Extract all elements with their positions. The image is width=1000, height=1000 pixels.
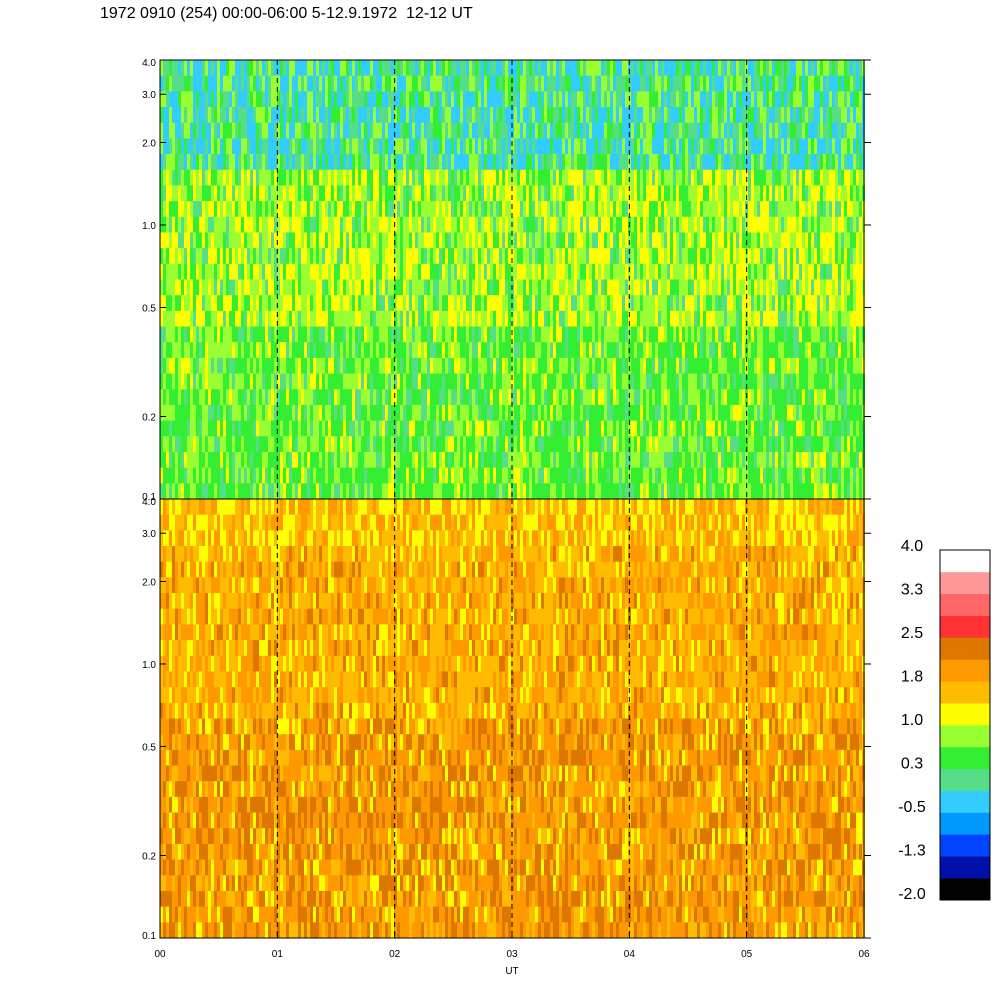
- colorbar-label: -0.5: [898, 799, 926, 816]
- colorbar-label: 0.3: [901, 756, 923, 773]
- y-tick-label: 0.2: [142, 413, 156, 424]
- colorbar-segment: [940, 834, 990, 857]
- colorbar-segment: [940, 550, 990, 573]
- upper-panel: 0.1 0.2 0.5 1.0 2.0 3.0 4.0: [142, 58, 871, 503]
- colorbar-label: 2.5: [901, 625, 923, 642]
- y-tick-label: 1.0: [142, 221, 156, 232]
- x-axis-label: UT: [505, 966, 518, 977]
- colorbar-label: -2.0: [898, 886, 926, 903]
- y-tick-label: 3.0: [142, 90, 156, 101]
- y-tick-label: 0.1: [142, 492, 156, 503]
- page-title: 1972 0910 (254) 00:00-06:00 5-12.9.1972 …: [100, 5, 473, 22]
- colorbar-segment: [940, 703, 990, 726]
- x-tick-label: 06: [858, 949, 870, 960]
- y-tick-label: 0.2: [142, 852, 156, 863]
- x-tick-label: 02: [389, 949, 401, 960]
- x-axis: 00 01 02 03 04 05 06 UT: [154, 932, 870, 977]
- colorbar: 4.0 3.3 2.5 1.8 1.0 0.3 -0.5 -1.3 -2.0: [898, 538, 991, 903]
- colorbar-segment: [940, 593, 990, 616]
- colorbar-segment: [940, 768, 990, 791]
- colorbar-label: 1.8: [901, 669, 923, 686]
- colorbar-segment: [940, 681, 990, 704]
- colorbar-label: 1.0: [901, 712, 923, 729]
- colorbar-label: 3.3: [901, 582, 923, 599]
- colorbar-segment: [940, 571, 990, 595]
- x-tick-label: 00: [154, 949, 166, 960]
- colorbar-segment: [940, 812, 990, 835]
- y-tick-label: 1.0: [142, 660, 156, 671]
- y-tick-label: 0.5: [142, 303, 156, 314]
- colorbar-segment: [940, 746, 990, 770]
- y-tick-label: 2.0: [142, 577, 156, 588]
- colorbar-segment: [940, 659, 990, 682]
- x-tick-label: 05: [741, 949, 753, 960]
- x-tick-label: 04: [624, 949, 636, 960]
- y-tick-label: 0.1: [142, 931, 156, 942]
- colorbar-segment: [940, 790, 990, 813]
- colorbar-segment: [940, 725, 990, 748]
- y-tick-label: 4.0: [142, 58, 156, 69]
- colorbar-label: 4.0: [901, 538, 923, 555]
- x-tick-label: 01: [272, 949, 284, 960]
- x-tick-label: 03: [506, 949, 518, 960]
- lower-panel: 0.1 0.2 0.5 1.0 2.0 3.0 4.0: [142, 497, 871, 942]
- colorbar-segment: [940, 615, 990, 638]
- y-tick-label: 3.0: [142, 529, 156, 540]
- y-tick-label: 4.0: [142, 497, 156, 508]
- y-tick-label: 0.5: [142, 742, 156, 753]
- colorbar-segment: [940, 637, 990, 660]
- colorbar-label: -1.3: [898, 843, 926, 860]
- colorbar-segment: [940, 878, 990, 901]
- y-tick-label: 2.0: [142, 138, 156, 149]
- colorbar-segment: [940, 856, 990, 879]
